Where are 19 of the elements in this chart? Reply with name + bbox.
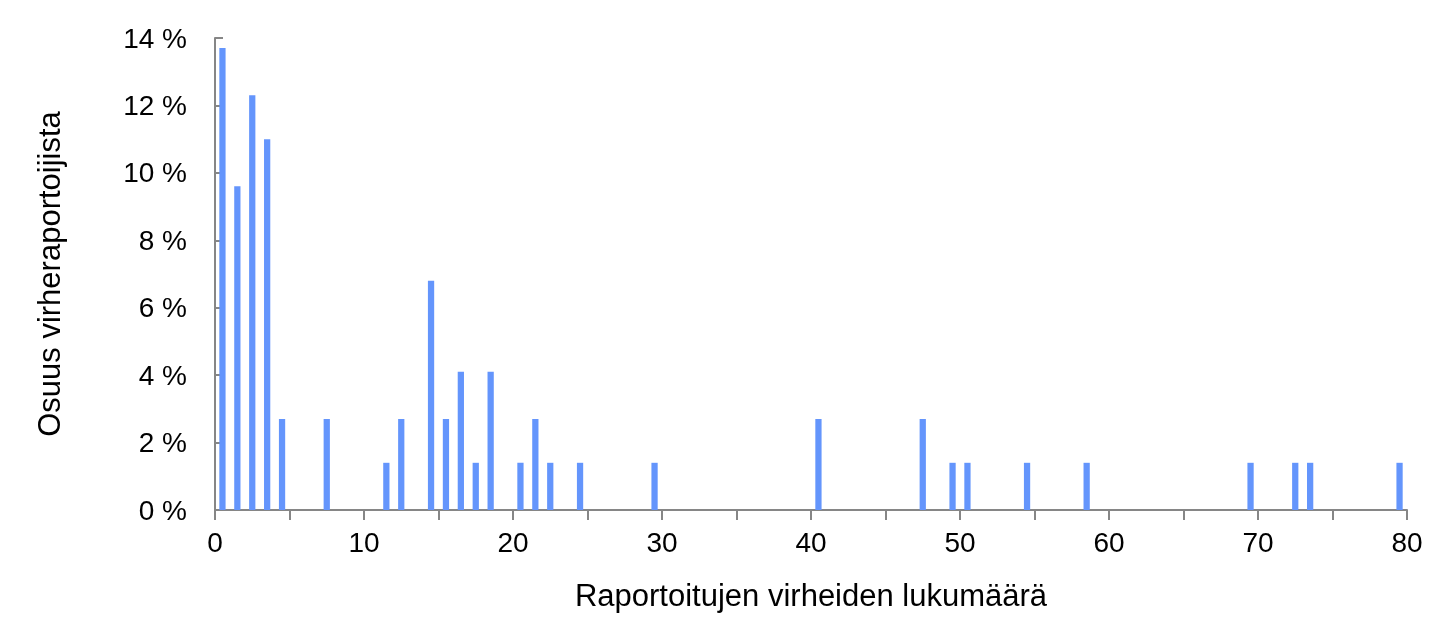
x-tick-label: 10	[348, 526, 380, 558]
x-tick-label: 60	[1093, 526, 1125, 558]
x-axis-title: Raportoitujen virheiden lukumäärä	[574, 578, 1048, 613]
y-tick-label: 6 %	[138, 292, 187, 324]
x-tick-label: 40	[795, 526, 827, 558]
x-tick-label: 0	[207, 526, 223, 558]
x-tick-label: 30	[646, 526, 678, 558]
y-axis-title: Osuus virheraportoijista	[32, 110, 67, 437]
y-tick-label: 14 %	[123, 22, 187, 54]
x-tick-label: 20	[497, 526, 529, 558]
x-tick-label: 80	[1391, 526, 1423, 558]
x-tick-label: 70	[1242, 526, 1274, 558]
y-tick-label: 2 %	[138, 427, 187, 459]
y-tick-label: 10 %	[123, 157, 187, 189]
y-tick-label: 8 %	[138, 224, 187, 256]
x-tick-label: 50	[944, 526, 976, 558]
y-tick-label: 4 %	[138, 359, 187, 391]
y-tick-label: 12 %	[123, 89, 187, 121]
y-tick-label: 0 %	[138, 494, 187, 526]
